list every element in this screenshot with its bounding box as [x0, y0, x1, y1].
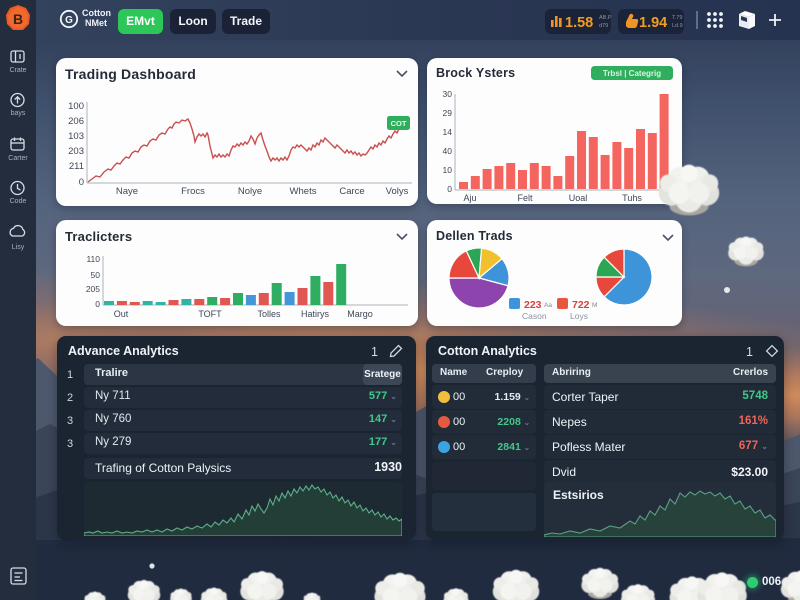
svg-text:14: 14	[443, 127, 453, 137]
svg-text:Loys: Loys	[570, 311, 588, 321]
svg-text:0: 0	[79, 177, 84, 188]
svg-text:Naye: Naye	[116, 186, 138, 197]
svg-text:Volys: Volys	[386, 186, 409, 197]
svg-text:Frocs: Frocs	[181, 186, 205, 197]
svg-text:T.79: T.79	[672, 15, 682, 21]
svg-text:Uoal: Uoal	[569, 193, 588, 203]
svg-text:TOFT: TOFT	[198, 309, 222, 319]
svg-text:Carter: Carter	[8, 155, 28, 162]
svg-text:Trbsl | Categrig: Trbsl | Categrig	[603, 69, 661, 78]
svg-text:205: 205	[86, 284, 100, 294]
svg-text:Out: Out	[114, 309, 129, 319]
svg-text:0: 0	[95, 299, 100, 309]
svg-text:1.58: 1.58	[565, 15, 593, 31]
svg-text:Crate: Crate	[9, 67, 26, 74]
svg-text:Nolye: Nolye	[238, 186, 262, 197]
svg-text:B: B	[13, 11, 23, 27]
svg-text:103: 103	[68, 131, 84, 142]
svg-text:G: G	[65, 15, 73, 26]
svg-text:30: 30	[443, 89, 453, 99]
svg-text:10: 10	[443, 165, 453, 175]
svg-text:Ld.9: Ld.9	[672, 23, 683, 29]
svg-text:Tuhs: Tuhs	[622, 193, 642, 203]
svg-text:AB.P: AB.P	[599, 15, 612, 21]
svg-text:NMet: NMet	[85, 18, 107, 28]
svg-text:223: 223	[524, 299, 542, 311]
svg-text:M: M	[592, 302, 597, 309]
svg-text:Cotton: Cotton	[82, 8, 111, 18]
svg-text:Lisy: Lisy	[12, 244, 25, 251]
svg-text:722: 722	[572, 299, 590, 311]
svg-text:Felt: Felt	[517, 193, 533, 203]
svg-text:50: 50	[91, 270, 101, 280]
svg-text:Estsirios: Estsirios	[553, 488, 604, 502]
svg-text:100: 100	[68, 101, 84, 112]
svg-text:0: 0	[447, 184, 452, 194]
svg-text:40: 40	[443, 146, 453, 156]
svg-text:Whets: Whets	[290, 186, 317, 197]
svg-text:Aa: Aa	[544, 302, 552, 309]
svg-text:COT: COT	[391, 119, 407, 128]
svg-text:110: 110	[86, 254, 100, 264]
svg-text:Aju: Aju	[463, 193, 476, 203]
svg-text:Hatirys: Hatirys	[301, 309, 330, 319]
svg-text:206: 206	[68, 116, 84, 127]
svg-text:29: 29	[443, 108, 453, 118]
svg-text:Carce: Carce	[339, 186, 364, 197]
svg-text:Tolles: Tolles	[257, 309, 281, 319]
svg-text:d79: d79	[599, 23, 608, 29]
svg-text:211: 211	[69, 161, 84, 172]
svg-text:Cason: Cason	[522, 311, 547, 321]
svg-text:203: 203	[68, 146, 84, 157]
svg-text:Margo: Margo	[347, 309, 373, 319]
svg-text:1.94: 1.94	[639, 15, 667, 31]
svg-text:Code: Code	[10, 198, 27, 205]
svg-text:bays: bays	[11, 110, 26, 117]
